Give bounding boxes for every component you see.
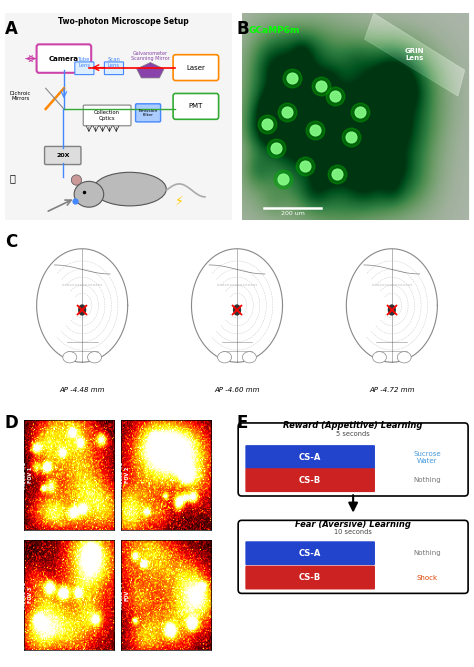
Ellipse shape xyxy=(74,181,104,207)
Text: CS-B: CS-B xyxy=(299,573,321,582)
FancyBboxPatch shape xyxy=(83,105,131,126)
Text: D: D xyxy=(5,414,18,432)
Point xyxy=(301,161,309,171)
Text: Mouse #3
FOV 2: Mouse #3 FOV 2 xyxy=(119,462,130,489)
Ellipse shape xyxy=(242,352,256,363)
Text: ⚡: ⚡ xyxy=(175,195,184,207)
Text: Reward (Appetitive) Learning: Reward (Appetitive) Learning xyxy=(283,420,423,430)
Text: E: E xyxy=(237,414,248,432)
Ellipse shape xyxy=(93,172,166,206)
Point xyxy=(356,106,364,117)
Point xyxy=(263,119,271,130)
Text: Laser: Laser xyxy=(186,65,205,71)
Point xyxy=(272,143,280,153)
Text: 5 seconds: 5 seconds xyxy=(336,432,370,438)
Point xyxy=(279,173,286,184)
Point xyxy=(334,168,341,179)
Polygon shape xyxy=(346,249,438,362)
Text: AP -4.60 mm: AP -4.60 mm xyxy=(214,387,260,392)
FancyBboxPatch shape xyxy=(238,423,468,496)
Polygon shape xyxy=(36,249,128,362)
Text: Collection
Optics: Collection Optics xyxy=(94,110,120,121)
FancyBboxPatch shape xyxy=(238,520,468,594)
Text: CS-A: CS-A xyxy=(299,452,321,462)
Text: PMT: PMT xyxy=(189,103,203,109)
Point xyxy=(331,91,339,101)
Text: CS-A: CS-A xyxy=(299,549,321,558)
Text: 20X: 20X xyxy=(56,153,70,158)
Ellipse shape xyxy=(63,352,77,363)
FancyBboxPatch shape xyxy=(246,566,375,590)
Point xyxy=(272,143,280,153)
Point xyxy=(334,168,341,179)
Polygon shape xyxy=(191,249,283,362)
Text: GCaMP6m: GCaMP6m xyxy=(248,26,300,35)
Point xyxy=(283,106,291,117)
Point xyxy=(356,106,364,117)
Circle shape xyxy=(234,305,240,315)
Point xyxy=(347,132,355,143)
FancyBboxPatch shape xyxy=(36,44,91,73)
Text: Nothing: Nothing xyxy=(414,550,441,556)
Text: CS-B: CS-B xyxy=(299,476,321,485)
Text: AP -4.72 mm: AP -4.72 mm xyxy=(369,387,415,392)
Ellipse shape xyxy=(88,352,101,363)
Text: Emission
Filter: Emission Filter xyxy=(138,109,158,117)
Text: C: C xyxy=(5,233,17,251)
Point xyxy=(311,124,319,135)
FancyBboxPatch shape xyxy=(75,62,94,75)
Text: 200 um: 200 um xyxy=(281,211,305,216)
Point xyxy=(288,73,296,83)
Text: Dichroic
Mirrors: Dichroic Mirrors xyxy=(10,91,31,101)
Point xyxy=(283,106,291,117)
FancyBboxPatch shape xyxy=(246,445,375,469)
Polygon shape xyxy=(365,13,465,96)
FancyBboxPatch shape xyxy=(104,62,124,75)
Point xyxy=(279,173,286,184)
Ellipse shape xyxy=(397,352,411,363)
Circle shape xyxy=(79,305,86,315)
Point xyxy=(311,124,319,135)
Text: Fear (Aversive) Learning: Fear (Aversive) Learning xyxy=(295,520,411,530)
Ellipse shape xyxy=(71,175,82,185)
Text: 🔊: 🔊 xyxy=(9,173,15,183)
Point xyxy=(318,80,325,91)
Text: Mouse #3
FOV 3: Mouse #3 FOV 3 xyxy=(22,582,33,609)
Text: Scan
Lens: Scan Lens xyxy=(108,57,120,68)
Text: Shock: Shock xyxy=(417,574,438,580)
Text: Mouse #3
FOV 1: Mouse #3 FOV 1 xyxy=(22,462,33,489)
Text: Sucrose
Water: Sucrose Water xyxy=(414,450,441,464)
Text: Nothing: Nothing xyxy=(414,477,441,483)
Point xyxy=(288,73,296,83)
Text: Galvanometer
Scanning Mirror: Galvanometer Scanning Mirror xyxy=(131,51,170,61)
Ellipse shape xyxy=(218,352,232,363)
Text: Camera: Camera xyxy=(49,55,79,61)
Text: Mouse #4
FOV: Mouse #4 FOV xyxy=(119,582,130,609)
Text: Tube
Lens: Tube Lens xyxy=(78,57,91,68)
Text: 10 seconds: 10 seconds xyxy=(334,529,372,535)
Ellipse shape xyxy=(373,352,386,363)
FancyBboxPatch shape xyxy=(45,147,81,165)
Text: B: B xyxy=(237,20,250,38)
Point xyxy=(347,132,355,143)
FancyBboxPatch shape xyxy=(173,93,219,119)
FancyBboxPatch shape xyxy=(136,104,161,122)
Text: AP -4.48 mm: AP -4.48 mm xyxy=(59,387,105,392)
Circle shape xyxy=(388,305,395,315)
Text: Two-photon Microscope Setup: Two-photon Microscope Setup xyxy=(58,17,189,26)
FancyBboxPatch shape xyxy=(173,55,219,81)
Point xyxy=(301,161,309,171)
Point xyxy=(263,119,271,130)
Point xyxy=(331,91,339,101)
Text: GRIN
Lens: GRIN Lens xyxy=(405,48,424,61)
Text: A: A xyxy=(5,20,18,38)
FancyBboxPatch shape xyxy=(246,468,375,492)
Point xyxy=(318,80,325,91)
Polygon shape xyxy=(137,63,164,78)
FancyBboxPatch shape xyxy=(246,542,375,565)
